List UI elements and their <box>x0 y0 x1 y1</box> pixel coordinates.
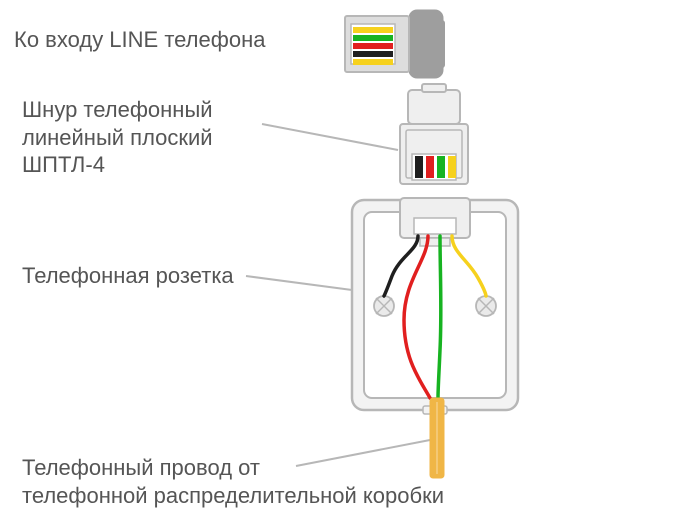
plug-line-connector <box>345 10 445 78</box>
plug-cord-connector <box>400 84 468 184</box>
wiring-diagram <box>0 0 696 523</box>
incoming-cable <box>430 398 444 478</box>
phone-socket <box>352 198 518 414</box>
